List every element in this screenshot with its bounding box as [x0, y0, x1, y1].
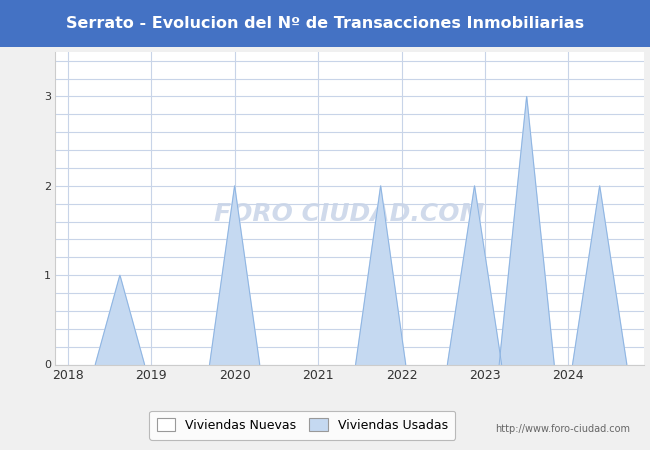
Polygon shape [447, 186, 502, 364]
Text: FORO CIUDAD.COM: FORO CIUDAD.COM [214, 202, 484, 226]
Polygon shape [209, 186, 260, 364]
Legend: Viviendas Nuevas, Viviendas Usadas: Viviendas Nuevas, Viviendas Usadas [150, 411, 456, 440]
Polygon shape [356, 186, 406, 364]
Text: http://www.foro-ciudad.com: http://www.foro-ciudad.com [495, 424, 630, 434]
Polygon shape [499, 96, 554, 365]
Text: Serrato - Evolucion del Nº de Transacciones Inmobiliarias: Serrato - Evolucion del Nº de Transaccio… [66, 16, 584, 31]
Polygon shape [96, 275, 144, 364]
Polygon shape [573, 186, 627, 364]
